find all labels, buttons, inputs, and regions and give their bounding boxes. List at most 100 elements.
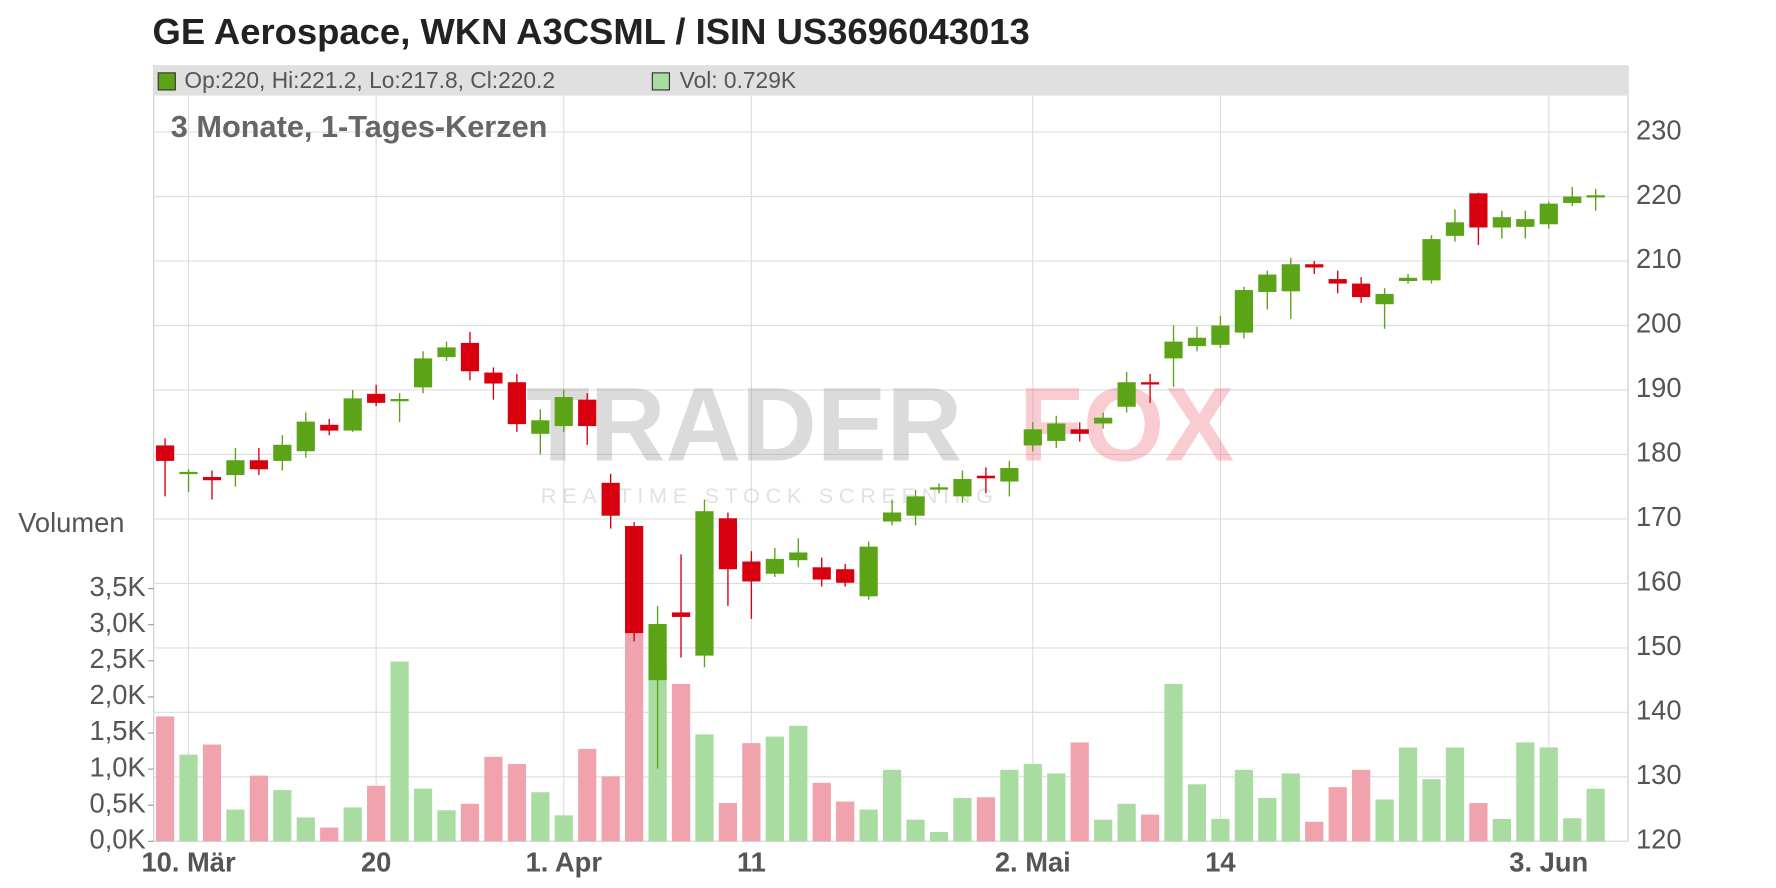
y-tick-label: 130	[1636, 759, 1682, 790]
volume-bar	[953, 797, 972, 842]
candle-body	[929, 487, 949, 490]
candle-body	[1352, 283, 1371, 298]
candle-body	[953, 478, 972, 497]
volume-bar	[695, 734, 714, 842]
volume-bar	[460, 803, 480, 842]
candle-body	[671, 612, 691, 617]
candle-body	[484, 372, 503, 384]
y2-axis-label: Volumen	[18, 507, 124, 538]
y-tick-label: 150	[1636, 630, 1682, 661]
volume-bar	[273, 790, 292, 842]
x-tick-label: 10. Mär	[141, 846, 235, 877]
candle-body	[578, 399, 597, 427]
candle-body	[155, 445, 175, 461]
x-tick-label: 11	[737, 846, 766, 877]
volume-bar	[1375, 799, 1394, 842]
candle-body	[1117, 382, 1136, 407]
volume-bar	[1469, 803, 1488, 842]
watermark-brand: TRADER	[526, 366, 962, 483]
candle-body	[1375, 293, 1394, 305]
volume-bar	[1187, 784, 1207, 842]
chart-title: GE Aerospace, WKN A3CSML / ISIN US369604…	[153, 11, 1030, 52]
y-tick-label: 220	[1636, 179, 1682, 210]
candle-body	[1070, 429, 1089, 434]
volume-bar	[1328, 787, 1347, 842]
candle-body	[249, 460, 268, 470]
y-tick-label: 210	[1636, 243, 1682, 274]
candle-body	[1539, 203, 1558, 225]
candle-body	[742, 561, 761, 582]
x-tick-label: 3. Jun	[1509, 846, 1588, 877]
candle-body	[390, 399, 409, 402]
volume-bar	[1492, 818, 1511, 842]
candle-body	[882, 512, 902, 522]
candle-body	[531, 420, 550, 434]
candle-body	[179, 471, 198, 475]
candle-body	[460, 342, 480, 372]
candle-body	[1305, 264, 1324, 268]
candle-body	[765, 558, 784, 574]
volume-bar	[1140, 814, 1160, 842]
volume-bar	[718, 803, 738, 842]
legend-swatch	[651, 72, 670, 91]
volume-bar	[1305, 821, 1324, 842]
volume-bar	[367, 785, 386, 842]
candle-body	[1164, 341, 1183, 359]
volume-bar	[836, 801, 855, 842]
x-tick-label: 1. Apr	[526, 846, 603, 877]
volume-bar	[507, 764, 526, 842]
y2-tick-label: 2,5K	[90, 643, 146, 674]
volume-bar	[765, 736, 784, 842]
x-tick-label: 20	[361, 846, 391, 877]
volume-bar	[554, 815, 573, 842]
volume-bar	[1000, 769, 1019, 842]
volume-bar	[671, 683, 691, 842]
volume-bar	[1539, 747, 1558, 842]
x-tick-label: 14	[1205, 846, 1236, 877]
candle-body	[1140, 382, 1160, 385]
volume-bar	[1563, 818, 1582, 842]
volume-bar	[202, 744, 222, 842]
volume-bar	[343, 807, 362, 842]
candle-body	[1398, 277, 1418, 282]
volume-bar	[1234, 769, 1253, 842]
y-tick-label: 190	[1636, 372, 1682, 403]
candle-body	[273, 444, 292, 461]
candle-body	[1023, 429, 1042, 446]
y-tick-label: 230	[1636, 114, 1682, 145]
candle-body	[1187, 337, 1207, 347]
candle-body	[1258, 274, 1277, 292]
volume-bar	[601, 776, 620, 842]
volume-bar	[859, 809, 878, 842]
candle-body	[1094, 417, 1113, 424]
volume-bar	[929, 831, 949, 842]
candle-body	[296, 421, 315, 452]
candle-body	[1492, 217, 1511, 228]
volume-bar	[1516, 742, 1535, 842]
volume-bar	[1047, 773, 1066, 842]
candle-body	[1586, 195, 1605, 198]
y2-tick-label: 1,5K	[90, 715, 146, 746]
volume-bar	[531, 792, 550, 842]
candle-body	[320, 424, 339, 431]
volume-bar	[1352, 769, 1371, 842]
volume-bar	[437, 810, 456, 842]
volume-bar	[625, 631, 644, 842]
candle-body	[1000, 467, 1019, 482]
y-tick-label: 120	[1636, 824, 1682, 855]
candle-body	[812, 567, 831, 580]
volume-bar	[1211, 818, 1230, 842]
volume-bar	[1398, 747, 1418, 842]
candle-body	[507, 382, 526, 425]
volume-bar	[249, 775, 268, 842]
volume-bar	[882, 769, 902, 842]
volume-bar	[320, 827, 339, 842]
candle-body	[367, 393, 386, 403]
y2-tick-label: 3,0K	[90, 607, 146, 638]
volume-bar	[226, 809, 245, 842]
x-tick-label: 2. Mai	[995, 846, 1071, 877]
candle-body	[695, 511, 714, 656]
volume-bar	[179, 754, 198, 842]
candle-body	[202, 477, 222, 481]
